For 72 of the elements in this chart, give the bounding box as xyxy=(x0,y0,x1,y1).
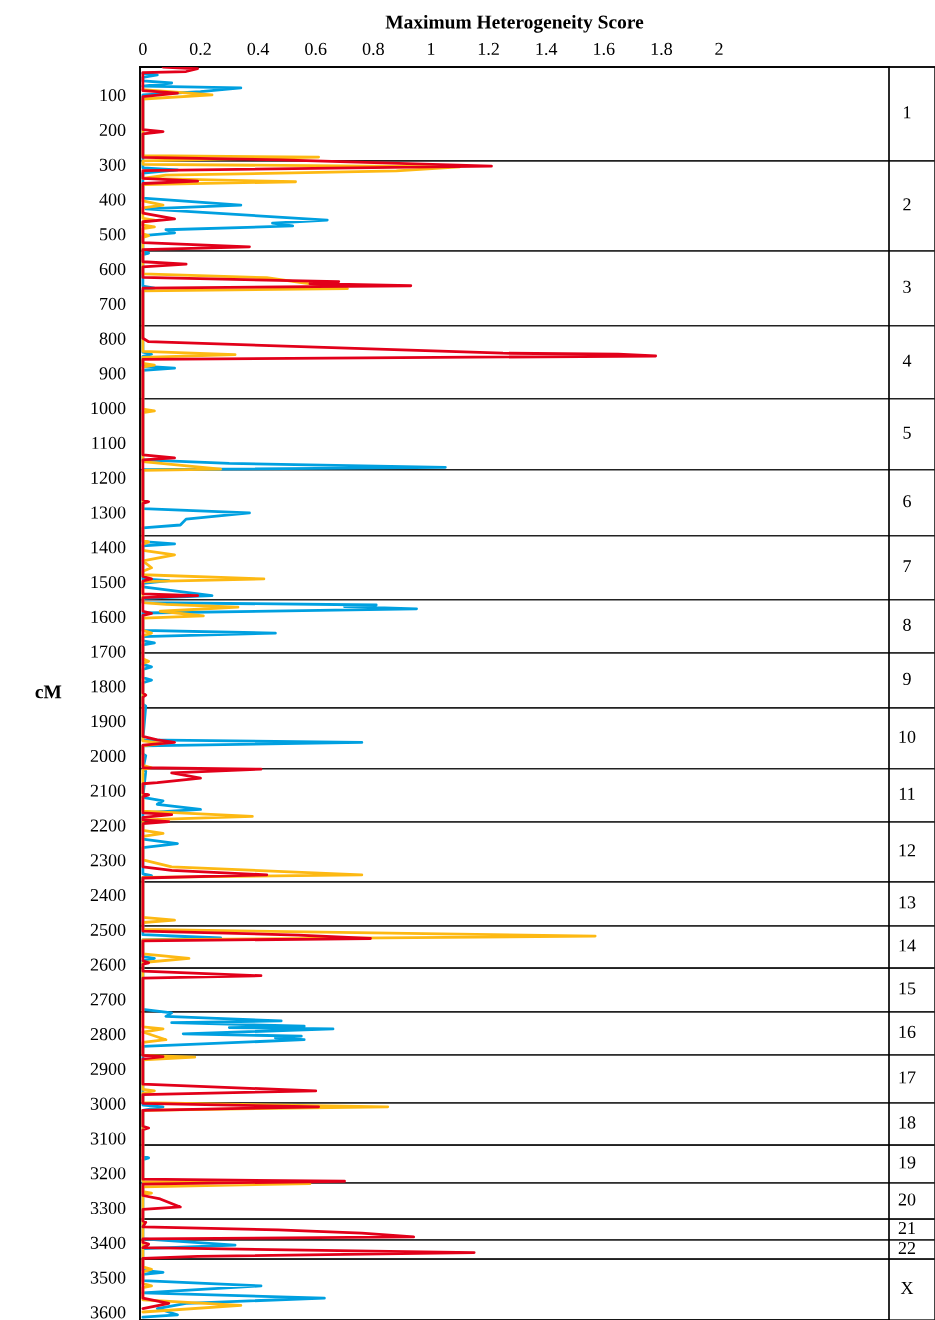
y-tick-label: 1000 xyxy=(91,402,126,415)
band-label: 8 xyxy=(903,618,911,631)
band-label: 14 xyxy=(899,939,916,952)
band-label: 15 xyxy=(899,982,916,995)
y-tick-label: 3100 xyxy=(90,1132,126,1145)
y-tick-label: 700 xyxy=(100,297,126,310)
y-tick-label: 300 xyxy=(99,158,126,171)
x-tick-label: 1.4 xyxy=(536,42,558,56)
x-tick-label: 0.6 xyxy=(305,42,327,56)
y-tick-label: 3500 xyxy=(90,1271,126,1284)
x-tick-label: 0.8 xyxy=(362,42,384,56)
y-tick-label: 1700 xyxy=(91,645,126,658)
y-tick-label: 2700 xyxy=(90,993,126,1006)
y-tick-label: 1100 xyxy=(92,436,126,450)
band-label: 9 xyxy=(903,672,911,685)
band-label: 17 xyxy=(899,1071,916,1084)
x-tick-label: 1.6 xyxy=(594,42,615,56)
band-label: 21 xyxy=(898,1221,915,1234)
y-tick-label: 3000 xyxy=(90,1097,126,1110)
x-tick-label: 0 xyxy=(139,42,147,55)
band-label: 22 xyxy=(898,1241,916,1254)
y-tick-label: 1600 xyxy=(91,610,126,623)
y-tick-label: 1800 xyxy=(91,680,126,693)
y-tick-label: 1200 xyxy=(91,471,126,484)
y-tick-label: 2400 xyxy=(90,888,126,902)
band-label: 16 xyxy=(899,1025,916,1038)
y-tick-label: 200 xyxy=(99,123,126,137)
y-tick-label: 2600 xyxy=(90,958,126,971)
band-label: 4 xyxy=(902,354,912,367)
band-label: 11 xyxy=(899,787,915,800)
y-tick-label: 3600 xyxy=(90,1306,126,1319)
band-label: 18 xyxy=(899,1116,916,1129)
y-tick-label: 1400 xyxy=(91,541,126,554)
x-axis-title: Maximum Heterogeneity Score xyxy=(385,14,644,33)
y-tick-label: 2900 xyxy=(90,1062,126,1076)
y-tick-label: 2000 xyxy=(90,749,126,763)
band-label: 5 xyxy=(903,426,911,439)
band-label: X xyxy=(900,1282,914,1294)
y-tick-label: 600 xyxy=(99,262,126,276)
band-label: 20 xyxy=(898,1193,916,1206)
y-tick-label: 1500 xyxy=(91,575,126,589)
x-tick-label: 2 xyxy=(715,42,723,55)
y-tick-label: 2100 xyxy=(90,784,126,797)
y-tick-label: 2300 xyxy=(90,854,126,867)
y-tick-label: 1900 xyxy=(91,715,126,728)
band-label: 1 xyxy=(904,106,911,119)
y-tick-label: 1300 xyxy=(91,506,126,519)
band-label: 2 xyxy=(903,198,911,211)
y-tick-label: 2200 xyxy=(90,819,126,832)
band-label: 3 xyxy=(903,280,911,293)
x-tick-label: 1.8 xyxy=(651,42,673,56)
band-label: 12 xyxy=(899,844,916,857)
x-tick-label: 0.2 xyxy=(189,42,211,56)
y-tick-label: 2800 xyxy=(90,1028,126,1041)
x-tick-label: 0.4 xyxy=(247,42,270,56)
band-label: 19 xyxy=(899,1156,916,1169)
y-tick-label: 2500 xyxy=(90,923,126,936)
x-tick-label: 1.2 xyxy=(478,42,499,56)
y-tick-label: 400 xyxy=(99,193,126,206)
y-tick-label: 800 xyxy=(99,332,126,345)
band-label: 10 xyxy=(899,730,916,743)
y-tick-label: 3300 xyxy=(90,1201,126,1215)
band-label: 7 xyxy=(903,560,911,573)
y-tick-label: 3200 xyxy=(90,1167,126,1180)
y-tick-label: 900 xyxy=(99,367,126,380)
x-tick-label: 1 xyxy=(428,42,435,55)
y-tick-label: 100 xyxy=(100,89,126,102)
y-tick-label: 3400 xyxy=(90,1236,126,1249)
band-label: 13 xyxy=(899,896,916,909)
band-label: 6 xyxy=(903,495,911,508)
y-tick-label: 500 xyxy=(100,228,126,241)
y-axis-title: cM xyxy=(35,685,62,699)
